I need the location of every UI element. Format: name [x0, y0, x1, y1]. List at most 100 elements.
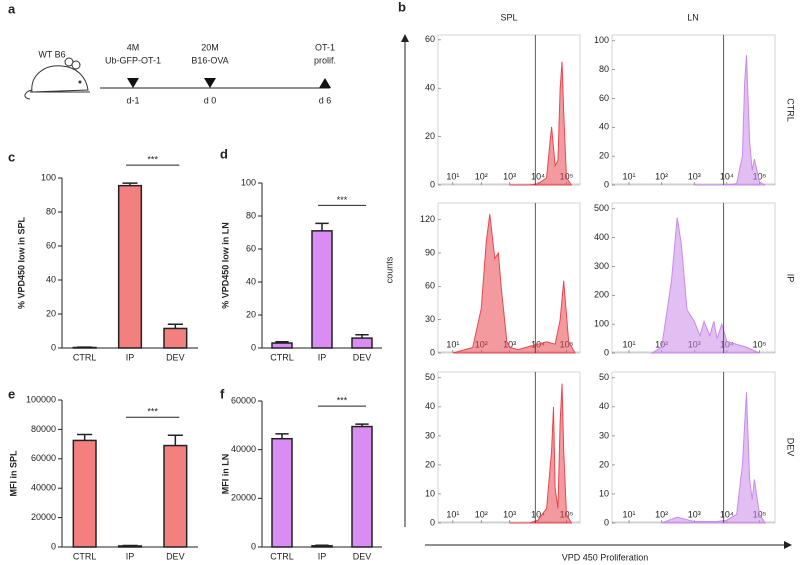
- panel-letter: b: [398, 0, 406, 14]
- plot-frame: [437, 371, 581, 524]
- y-tick-label: 50: [599, 372, 609, 382]
- y-tick-label: 60: [599, 93, 609, 103]
- histogram-area: [649, 217, 760, 354]
- y-tick-label: 10: [599, 488, 609, 498]
- y-tick-label: 0: [251, 342, 256, 352]
- y-tick-label: 80: [246, 210, 256, 220]
- y-tick-label: 60: [425, 281, 435, 291]
- x-tick-label: 10³: [503, 509, 516, 519]
- y-tick-label: 400: [594, 232, 609, 242]
- y-tick-label: 40: [599, 401, 609, 411]
- error-bar: [315, 222, 329, 231]
- y-tick-label: 60: [246, 243, 256, 253]
- y-axis-label: % VPD450 low in LN: [220, 222, 230, 309]
- y-tick-label: 0: [51, 342, 56, 352]
- x-tick-label: 10³: [503, 339, 516, 349]
- x-tick-label: 10²: [655, 171, 668, 181]
- bar: [351, 425, 373, 548]
- y-tick-label: 20: [425, 131, 435, 141]
- x-tick-label: DEV: [353, 551, 372, 561]
- timeline-day: d 6: [319, 95, 332, 105]
- row-label: CTRL: [786, 98, 796, 122]
- bar: [72, 439, 97, 548]
- y-tick-label: 100: [241, 177, 256, 187]
- y-tick-label: 60: [46, 240, 56, 250]
- x-tick-label: CTRL: [73, 551, 97, 561]
- x-tick-label: DEV: [166, 352, 185, 362]
- histogram-area: [509, 383, 573, 524]
- x-tick-label: IP: [318, 352, 327, 362]
- timeline-event-label: B16-OVA: [191, 55, 228, 65]
- plot-frame: [437, 34, 581, 186]
- significance-label: ***: [147, 154, 158, 164]
- y-tick-label: 40000: [31, 483, 56, 493]
- y-tick-label: 500: [594, 203, 609, 213]
- timeline-event-label: prolif.: [314, 55, 336, 65]
- error-bar: [275, 340, 289, 344]
- bar: [163, 444, 188, 548]
- bar: [163, 327, 188, 349]
- error-bar: [167, 323, 183, 329]
- y-tick-label: 40000: [231, 444, 256, 454]
- panel-letter: a: [8, 1, 16, 16]
- y-tick-label: 10: [425, 488, 435, 498]
- histogram-area: [661, 392, 767, 524]
- x-tick-label: 10⁴: [720, 509, 734, 519]
- x-tick-label: 10¹: [446, 509, 459, 519]
- timeline-event-label: OT-1: [315, 42, 335, 52]
- timeline-day: d 0: [204, 95, 217, 105]
- x-tick-label: 10⁴: [531, 171, 545, 181]
- y-tick-label: 0: [604, 347, 609, 357]
- mouse-icon: [24, 57, 90, 100]
- x-tick-label: 10²: [475, 509, 488, 519]
- y-tick-label: 100: [41, 172, 56, 182]
- row-label: DEV: [786, 438, 796, 457]
- error-bar: [122, 182, 138, 186]
- x-tick-label: 10⁴: [531, 509, 545, 519]
- y-tick-label: 0: [430, 347, 435, 357]
- timeline-marker: [204, 78, 216, 88]
- timeline-event-label: 4M: [127, 42, 140, 52]
- significance-label: ***: [337, 395, 348, 405]
- y-tick-label: 0: [430, 179, 435, 189]
- y-tick-label: 0: [251, 541, 256, 551]
- y-tick-label: 40: [599, 122, 609, 132]
- y-tick-label: 40: [46, 274, 56, 284]
- y-tick-label: 100: [594, 319, 609, 329]
- x-tick-label: IP: [318, 551, 327, 561]
- y-tick-label: 0: [604, 517, 609, 527]
- error-bar: [275, 433, 289, 439]
- x-tick-label: 10¹: [623, 339, 636, 349]
- x-tick-label: 10¹: [623, 171, 636, 181]
- flow-x-label: VPD 450 Proliferation: [562, 552, 649, 562]
- y-tick-label: 30: [425, 314, 435, 324]
- timeline-subject: WT B6: [38, 49, 65, 59]
- y-tick-label: 100: [594, 35, 609, 45]
- x-tick-label: IP: [126, 352, 135, 362]
- y-axis-label: MFI in LN: [220, 454, 230, 495]
- x-tick-label: 10³: [688, 171, 701, 181]
- timeline-marker: [319, 78, 331, 88]
- y-tick-label: 20: [46, 308, 56, 318]
- timeline-event-label: 20M: [201, 42, 219, 52]
- y-tick-label: 0: [604, 179, 609, 189]
- x-tick-label: DEV: [353, 352, 372, 362]
- y-tick-label: 60: [425, 34, 435, 44]
- y-tick-label: 20: [425, 459, 435, 469]
- y-tick-label: 20000: [231, 493, 256, 503]
- column-label: LN: [687, 12, 699, 22]
- histogram-area: [694, 55, 766, 186]
- x-tick-label: 10¹: [446, 339, 459, 349]
- error-bar: [355, 423, 369, 427]
- y-tick-label: 20: [246, 309, 256, 319]
- x-tick-label: 10²: [655, 509, 668, 519]
- x-tick-label: DEV: [166, 551, 185, 561]
- y-tick-label: 0: [51, 541, 56, 551]
- y-tick-label: 0: [430, 517, 435, 527]
- x-tick-label: CTRL: [270, 551, 294, 561]
- plot-frame: [611, 34, 776, 186]
- y-axis-label: MFI in SPL: [8, 450, 18, 497]
- y-tick-label: 300: [594, 261, 609, 271]
- y-tick-label: 100000: [26, 394, 56, 404]
